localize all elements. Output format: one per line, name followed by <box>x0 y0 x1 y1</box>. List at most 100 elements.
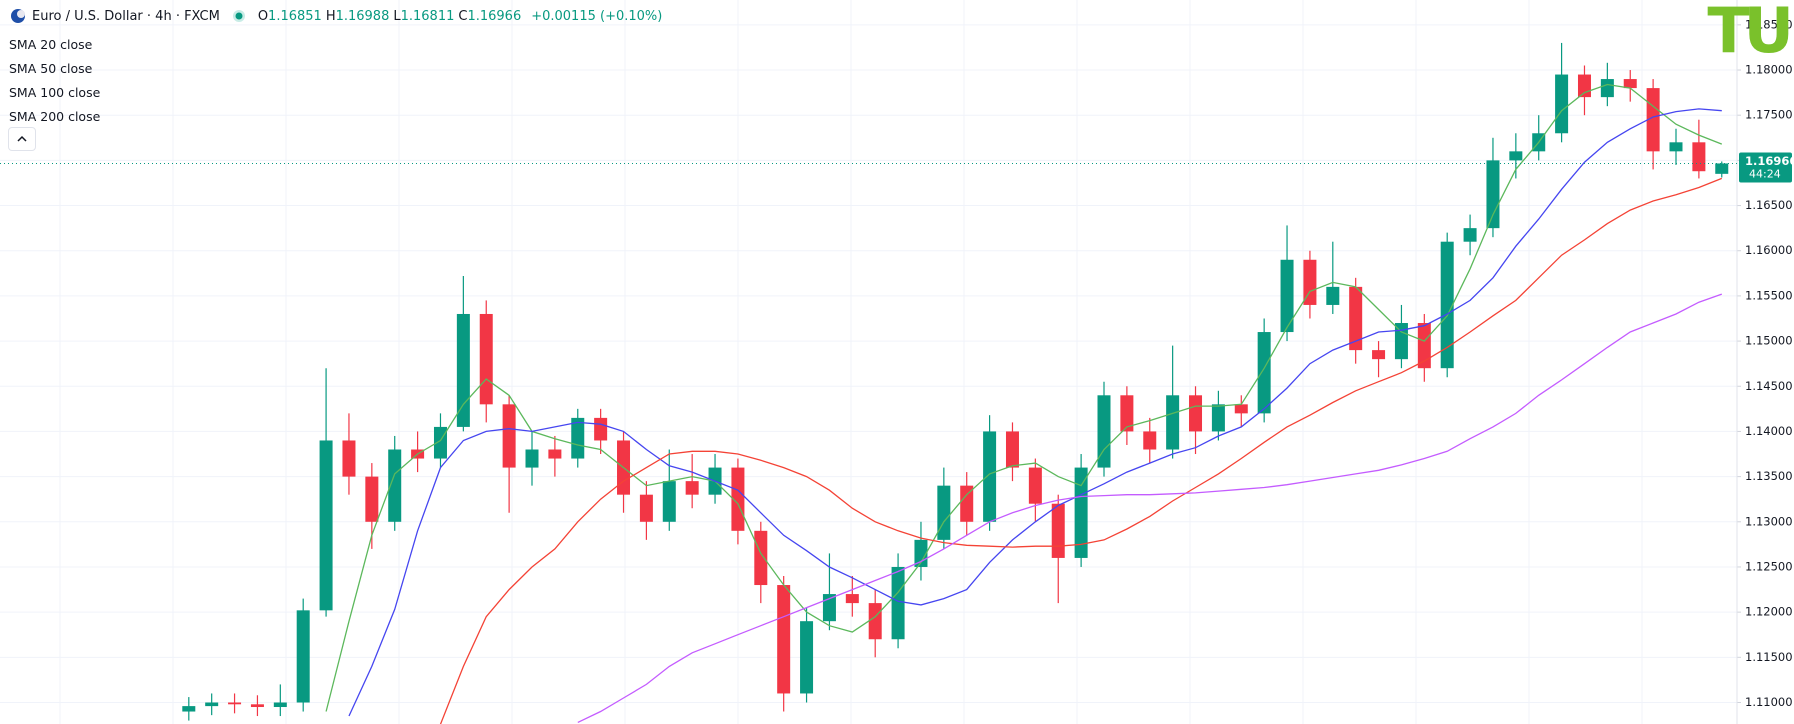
candle-body <box>960 485 974 522</box>
y-tick-label: 1.18000 <box>1745 63 1793 77</box>
sma-line <box>439 177 1723 724</box>
ohlc-value: 1.16811 <box>400 8 455 24</box>
candle-body <box>1280 259 1294 333</box>
ohlc-value: 1.16851 <box>268 8 322 24</box>
candle-body <box>731 467 745 531</box>
candle-body <box>1394 323 1408 360</box>
candle-body <box>685 481 699 495</box>
legend-entry: SMA 200 close <box>9 109 101 124</box>
y-tick-label: 1.12000 <box>1745 605 1793 619</box>
candle-body <box>525 449 539 468</box>
candle-body <box>1349 286 1363 351</box>
candle-body <box>1166 395 1180 450</box>
y-tick-label: 1.11000 <box>1745 695 1793 709</box>
last-price-box <box>1739 152 1792 183</box>
candle-body <box>296 610 310 703</box>
candle-body <box>1692 142 1706 172</box>
candle-body <box>1715 163 1729 174</box>
candle-body <box>800 621 814 694</box>
candle-body <box>937 485 951 540</box>
candle-body <box>228 702 242 705</box>
market-status <box>232 10 245 22</box>
y-tick-label: 1.12500 <box>1745 559 1793 573</box>
flag-icon <box>11 9 25 23</box>
candle-body <box>1555 74 1569 134</box>
candle-body <box>1372 350 1386 360</box>
candle-body <box>777 585 791 694</box>
candle-body <box>1074 467 1088 558</box>
candle-body <box>1097 395 1111 468</box>
sma-line <box>577 293 1723 723</box>
candle-body <box>983 431 997 522</box>
ohlc-values: O1.16851 H1.16988 L1.16811 C1.16966 <box>258 9 525 24</box>
candle-body <box>594 417 608 441</box>
candle-body <box>1005 431 1019 468</box>
candle-body <box>662 481 676 522</box>
legend-entry: SMA 20 close <box>9 37 93 52</box>
symbol-header: Euro / U.S. Dollar · 4h · FXCM O1.16851 H… <box>10 8 666 24</box>
candle-body <box>845 594 859 604</box>
ohlc-value: 1.16988 <box>335 8 390 24</box>
ohlc-label: O <box>257 8 269 24</box>
candle-body <box>822 594 836 622</box>
candle-body <box>548 449 562 459</box>
candle-body <box>250 704 264 708</box>
candle-body <box>639 494 653 522</box>
last-price-label: 1.16966 <box>1745 154 1794 168</box>
candle-body <box>891 566 905 640</box>
ohlc-label: H <box>325 8 336 24</box>
y-tick-label: 1.11500 <box>1745 650 1793 664</box>
legend-entry: SMA 100 close <box>9 85 101 100</box>
y-tick-label: 1.14500 <box>1745 379 1793 393</box>
candle-body <box>1463 228 1477 242</box>
candle-body <box>502 404 516 468</box>
candle-body <box>273 702 287 708</box>
y-tick-label: 1.15500 <box>1745 288 1793 302</box>
candle-body <box>1143 431 1157 450</box>
price-change: +0.00115 (+0.10%) <box>531 8 663 24</box>
legend-toggle[interactable] <box>8 127 36 151</box>
y-tick-label: 1.14000 <box>1745 424 1793 438</box>
y-tick-label: 1.17500 <box>1745 108 1793 122</box>
candle-body <box>182 706 196 712</box>
y-tick-label: 1.13000 <box>1745 514 1793 528</box>
countdown-label: 44:24 <box>1749 167 1781 180</box>
candle-body <box>1417 323 1431 369</box>
y-tick-label: 1.16500 <box>1745 198 1793 212</box>
sma-line <box>325 83 1723 712</box>
candle-body <box>571 417 585 459</box>
candle-body <box>1669 142 1683 152</box>
y-tick-label: 1.15000 <box>1745 334 1793 348</box>
ohlc-label: L <box>393 8 401 24</box>
candle-body <box>868 603 882 640</box>
y-tick-label: 1.18500 <box>1745 17 1793 31</box>
indicator-legend: SMA 20 close SMA 50 close SMA 100 close SMA… <box>9 33 100 129</box>
ohlc-label: C <box>458 8 468 24</box>
candle-body <box>1257 332 1271 414</box>
candle-body <box>342 440 356 477</box>
candle-body <box>1120 395 1134 432</box>
y-tick-label: 1.16000 <box>1745 243 1793 257</box>
candle-body <box>1509 151 1523 161</box>
y-tick-label: 1.13500 <box>1745 469 1793 483</box>
chevron-up <box>17 135 27 142</box>
candle-body <box>456 313 470 427</box>
candle-body <box>1623 79 1637 89</box>
candle-body <box>1486 160 1500 229</box>
candle-body <box>479 313 493 405</box>
symbol-name[interactable]: Euro / U.S. Dollar · 4h · FXCM <box>32 8 220 24</box>
candle-body <box>1234 404 1248 414</box>
candle-body <box>1189 395 1203 432</box>
candle-body <box>1051 503 1065 558</box>
candle-body <box>754 530 768 586</box>
candle-body <box>1600 79 1614 98</box>
candle-body <box>319 440 333 611</box>
candle-body <box>1326 286 1340 305</box>
candle-body <box>205 702 219 707</box>
candle-body <box>1303 259 1317 305</box>
candle-body <box>1211 404 1225 432</box>
candle-body <box>1577 74 1591 98</box>
logo: TU <box>1707 0 1794 67</box>
